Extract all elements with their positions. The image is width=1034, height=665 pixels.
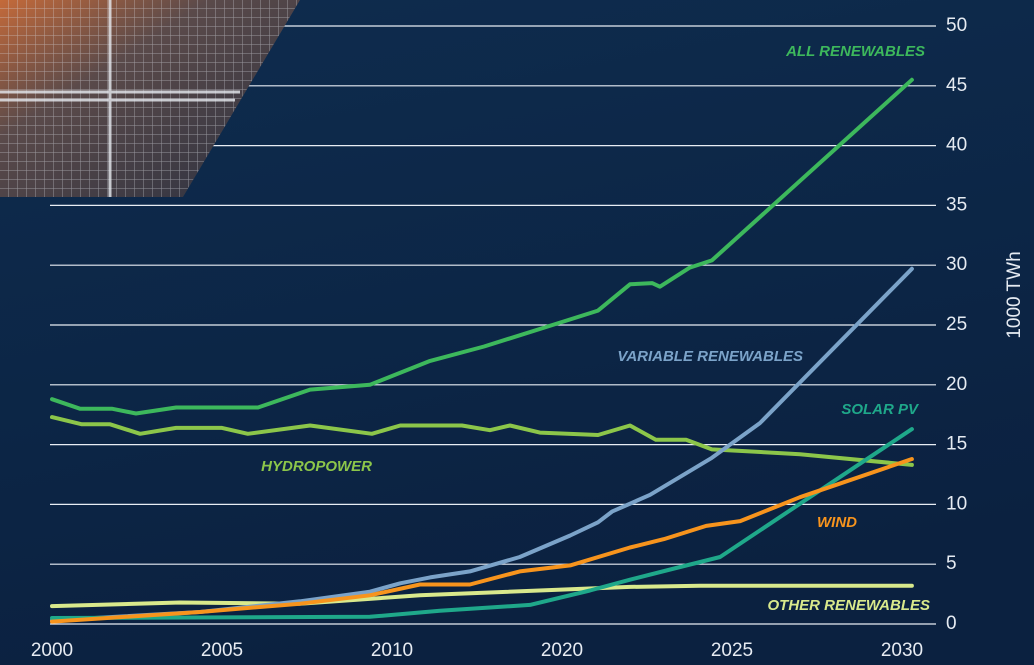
x-tick-label: 2000 — [31, 640, 73, 661]
y-tick-label: 45 — [946, 75, 967, 96]
x-tick-label: 2030 — [881, 640, 923, 661]
series-label: VARIABLE RENEWABLES — [617, 348, 803, 365]
y-tick-label: 10 — [946, 493, 967, 514]
x-tick-label: 2010 — [371, 640, 413, 661]
plot — [50, 77, 914, 624]
series-line — [50, 583, 914, 609]
series-label: OTHER RENEWABLES — [767, 597, 930, 614]
series-line — [50, 266, 914, 623]
y-tick-label: 30 — [946, 254, 967, 275]
series-label: ALL RENEWABLES — [785, 43, 925, 60]
series-line — [50, 415, 914, 467]
y-axis-label: 1000 TWh — [1004, 251, 1025, 338]
series-label: WIND — [817, 514, 857, 531]
y-tick-label: 25 — [946, 314, 967, 335]
series-line — [50, 427, 914, 620]
y-tick-label: 5 — [946, 553, 957, 574]
y-tick-label: 20 — [946, 374, 967, 395]
y-tick-label: 0 — [946, 613, 957, 634]
series-line — [50, 77, 914, 416]
x-tick-label: 2005 — [201, 640, 243, 661]
x-tick-label: 2020 — [541, 640, 583, 661]
solar-panel-photo — [0, 0, 300, 197]
x-tick-label: 2025 — [711, 640, 753, 661]
y-tick-label: 35 — [946, 194, 967, 215]
series-label: HYDROPOWER — [261, 458, 372, 475]
y-tick-label: 40 — [946, 135, 967, 156]
series-line — [50, 457, 914, 624]
series-label: SOLAR PV — [841, 401, 920, 418]
y-tick-label: 50 — [946, 15, 967, 36]
y-tick-label: 15 — [946, 434, 967, 455]
